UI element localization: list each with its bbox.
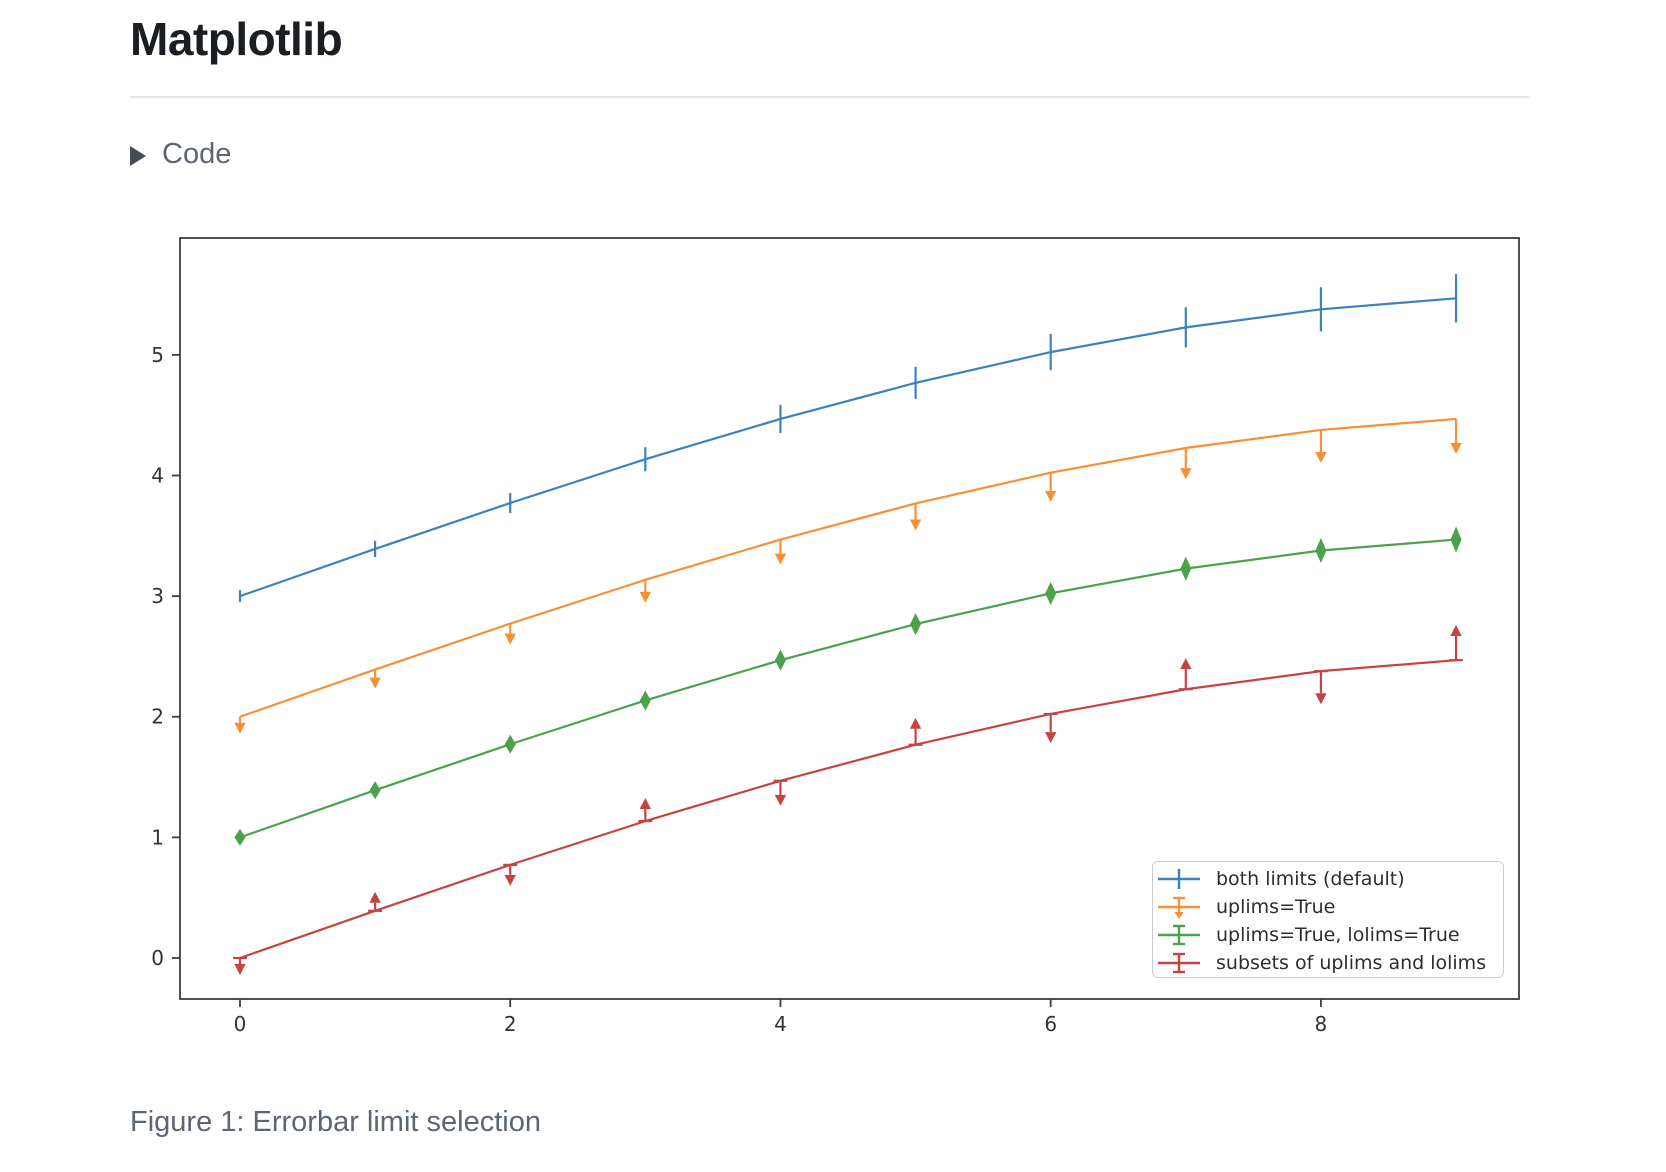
triangle-right-icon [130,145,146,166]
legend-item-label: subsets of uplims and lolims [1216,952,1487,974]
legend-key-icon [1158,869,1200,889]
legend-key-icon [1158,896,1200,919]
svg-text:5: 5 [151,343,164,367]
legend-item-label: both limits (default) [1216,868,1405,890]
svg-text:8: 8 [1315,1012,1328,1036]
legend-item: both limits (default) [1157,865,1503,893]
legend-item-label: uplims=True, lolims=True [1216,924,1460,946]
code-toggle[interactable]: Code [130,138,231,171]
legend-item: subsets of uplims and lolims [1157,949,1503,977]
svg-text:6: 6 [1044,1012,1057,1036]
legend-item-label: uplims=True [1216,896,1336,918]
code-toggle-label: Code [162,138,232,170]
svg-text:0: 0 [234,1012,247,1036]
legend-item: uplims=True, lolims=True [1157,921,1503,949]
legend-item: uplims=True [1157,893,1503,921]
svg-text:4: 4 [774,1012,787,1036]
divider [130,96,1530,98]
legend-key-icon [1158,924,1200,946]
svg-text:3: 3 [151,584,164,608]
svg-text:4: 4 [151,464,164,488]
figure-caption: Figure 1: Errorbar limit selection [130,1106,541,1138]
svg-text:0: 0 [151,946,164,970]
legend-key-icon [1158,952,1200,974]
chart-legend: both limits (default) uplims=True uplims=T… [1152,861,1504,978]
svg-text:1: 1 [151,825,164,849]
page-title: Matplotlib [130,13,343,65]
svg-text:2: 2 [151,705,164,729]
svg-text:2: 2 [504,1012,517,1036]
